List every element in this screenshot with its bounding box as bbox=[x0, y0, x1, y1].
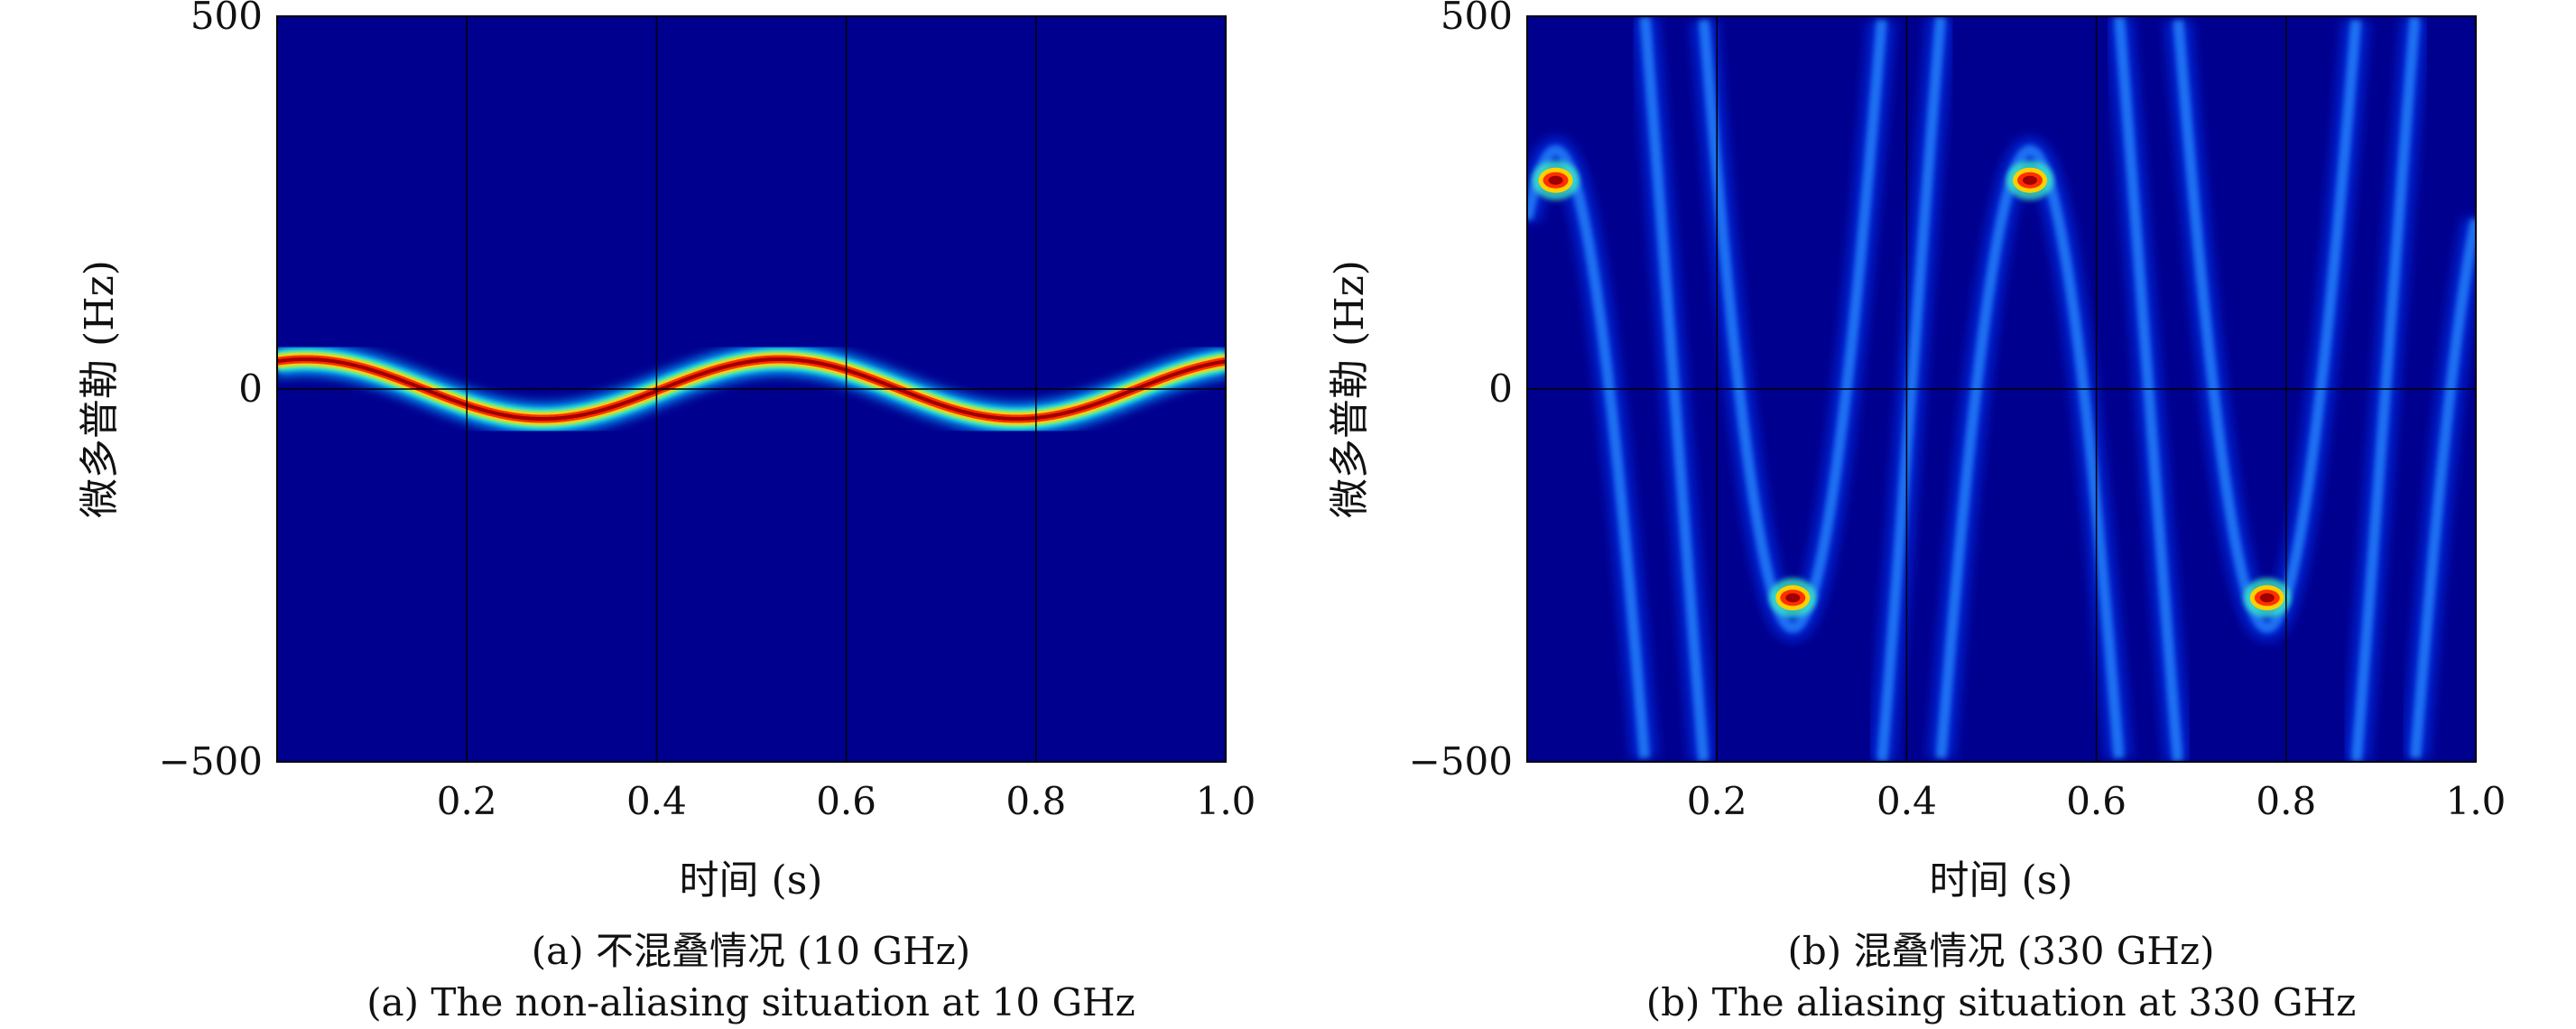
xtick-label-b-0: 0.2 bbox=[1687, 779, 1747, 823]
frame-b bbox=[1526, 15, 2477, 763]
panel-a: 0.2 0.4 0.6 0.8 1.0 500 0 −500 时间 (s) 微多普勒 (Hz… bbox=[77, 0, 1256, 1024]
trace-line-b-6 bbox=[2173, 19, 2362, 634]
peak-center-b-2 bbox=[2023, 175, 2038, 185]
xtick-label-a-1: 0.4 bbox=[626, 779, 687, 823]
grid-a bbox=[277, 16, 1226, 762]
ytick-label-a-1: 0 bbox=[238, 366, 263, 411]
trace-a bbox=[277, 344, 1226, 434]
trace-line-b-4 bbox=[1935, 144, 2125, 759]
xtick-label-a-0: 0.2 bbox=[437, 779, 497, 823]
trace-line-b-0 bbox=[1527, 144, 1651, 759]
ytick-label-b-1: 0 bbox=[1488, 366, 1513, 411]
y-axis-label-b: 微多普勒 (Hz) bbox=[1327, 260, 1373, 518]
x-axis-label-a: 时间 (s) bbox=[680, 858, 823, 904]
ytick-label-a-0: 500 bbox=[190, 0, 263, 38]
trace-line-b-8 bbox=[2410, 218, 2476, 759]
yticks-a: 500 0 −500 bbox=[159, 0, 263, 783]
y-axis-label-a: 微多普勒 (Hz) bbox=[77, 260, 123, 518]
xtick-label-b-1: 0.4 bbox=[1876, 779, 1937, 823]
trace-line-b-2 bbox=[1698, 19, 1887, 634]
subtitle-a: (a) 不混叠情况 (10 GHz) bbox=[532, 929, 970, 973]
ytick-label-b-2: −500 bbox=[1409, 739, 1513, 783]
ytick-label-b-0: 500 bbox=[1441, 0, 1513, 38]
xticks-b: 0.2 0.4 0.6 0.8 1.0 bbox=[1687, 779, 2507, 823]
xtick-label-a-2: 0.6 bbox=[816, 779, 876, 823]
xtick-label-a-3: 0.8 bbox=[1005, 779, 1066, 823]
peak-center-b-3 bbox=[2259, 593, 2275, 603]
xticks-a: 0.2 0.4 0.6 0.8 1.0 bbox=[437, 779, 1256, 823]
xtick-label-b-3: 0.8 bbox=[2256, 779, 2316, 823]
ytick-label-a-2: −500 bbox=[159, 739, 263, 783]
x-axis-label-b: 时间 (s) bbox=[1930, 858, 2073, 904]
grid-b bbox=[1527, 16, 2476, 762]
frame-a bbox=[276, 15, 1227, 763]
yticks-b: 500 0 −500 bbox=[1409, 0, 1513, 783]
subtitle-b: (b) 混叠情况 (330 GHz) bbox=[1788, 929, 2215, 973]
panel-b: 0.2 0.4 0.6 0.8 1.0 500 0 −500 时间 (s) 微多普勒 (Hz… bbox=[1327, 0, 2506, 1024]
xtick-label-a-4: 1.0 bbox=[1196, 779, 1256, 823]
xtick-label-b-4: 1.0 bbox=[2446, 779, 2507, 823]
caption-en-b: (b) The aliasing situation at 330 GHz bbox=[1646, 980, 2357, 1024]
trace-center-a-0 bbox=[277, 357, 1226, 421]
caption-en-a: (a) The non-aliasing situation at 10 GHz bbox=[366, 980, 1135, 1024]
peak-center-b-1 bbox=[1785, 593, 1801, 603]
xtick-label-b-2: 0.6 bbox=[2066, 779, 2127, 823]
peak-center-b-0 bbox=[1548, 175, 1563, 185]
